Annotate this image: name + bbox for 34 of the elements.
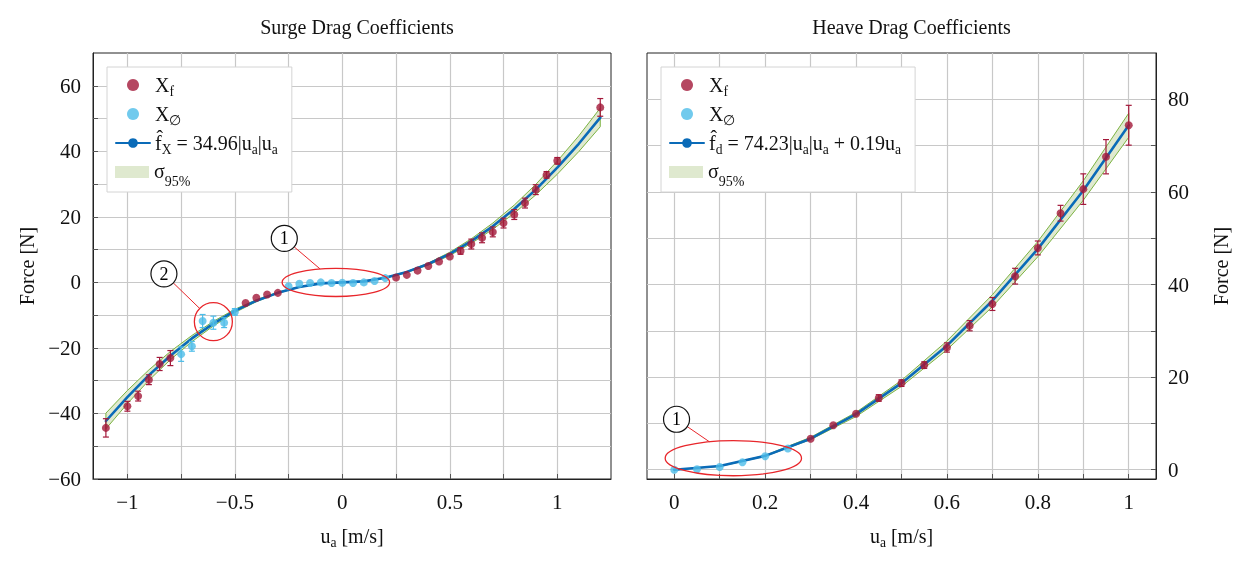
y2-tick-label: 60 (1168, 179, 1189, 204)
y2-tick-label: 40 (1168, 272, 1189, 297)
x-tick-label: 0.4 (842, 489, 870, 514)
chart-title: Heave Drag Coefficients (812, 16, 1011, 39)
chart-title: Surge Drag Coefficients (260, 16, 455, 39)
annotation: 1 (279, 228, 289, 249)
x-tick-label: 1 (552, 489, 563, 514)
x-tick-label: 0.2 (752, 489, 779, 514)
y-tick-label: 0 (70, 270, 81, 295)
y2-tick-label: 20 (1168, 365, 1189, 390)
x-tick-label: 0 (669, 489, 680, 514)
x-tick-label: 0.8 (1024, 489, 1051, 514)
x-tick-label: 1 (1123, 489, 1134, 514)
y-tick-label: −20 (48, 335, 81, 360)
x-tick-label: 0.5 (436, 489, 463, 514)
y-tick-label: 20 (60, 204, 81, 229)
legend-label: X∅ (155, 103, 182, 128)
y-axis-title: Force [N] (16, 226, 39, 306)
annotation: 1 (672, 409, 682, 430)
legend-label: X∅ (709, 103, 736, 128)
x-tick-label: −0.5 (215, 489, 254, 514)
x-tick-label: 0.6 (933, 489, 961, 514)
annotation: σ$_{95%}$ (708, 160, 745, 189)
x-tick-label: 0 (337, 489, 348, 514)
x-tick-label: −1 (116, 489, 139, 514)
annotation: σ$_{95%}$ (154, 160, 191, 189)
annotation: 2 (159, 263, 169, 284)
y-tick-label: 60 (60, 73, 81, 98)
y2-tick-label: 0 (1168, 457, 1179, 482)
y2-axis-title: Force [N] (1210, 226, 1232, 306)
y-tick-label: −40 (48, 401, 81, 426)
y2-tick-label: 80 (1168, 87, 1189, 112)
y-tick-label: 40 (60, 139, 81, 164)
y-tick-label: −60 (48, 467, 81, 491)
